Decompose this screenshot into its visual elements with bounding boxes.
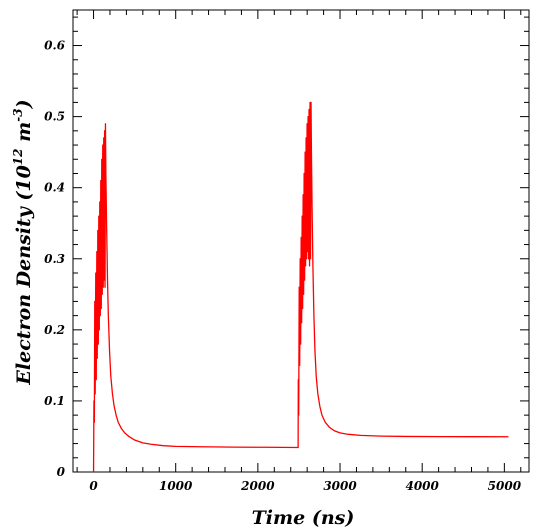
x-tick-label: 0 bbox=[89, 479, 98, 493]
tick-group bbox=[73, 10, 529, 473]
y-tick-label: 0.3 bbox=[44, 252, 65, 266]
y-tick-label: 0.2 bbox=[44, 323, 65, 337]
plot-frame bbox=[72, 9, 530, 473]
y-tick-label: 0.1 bbox=[44, 394, 65, 408]
x-tick-label: 3000 bbox=[323, 479, 357, 493]
x-tick-label: 5000 bbox=[488, 479, 522, 493]
x-tick-label: 1000 bbox=[159, 479, 193, 493]
y-tick-label: 0.6 bbox=[44, 39, 66, 53]
x-tick-label: 2000 bbox=[240, 479, 275, 493]
y-tick-label: 0 bbox=[57, 465, 66, 479]
x-axis-title: Time (ns) bbox=[252, 507, 355, 529]
y-axis-title: Electron Density (1012 m-3) bbox=[11, 99, 35, 385]
x-tick-label: 4000 bbox=[405, 479, 439, 493]
y-tick-label: 0.5 bbox=[44, 110, 65, 124]
y-tick-label: 0.4 bbox=[44, 181, 65, 195]
series-line bbox=[92, 101, 509, 473]
tick-label-group: 0 1000 2000 3000 4000 5000 0 0.1 0.2 0.3 0.4 0.5 0.6 bbox=[44, 39, 522, 493]
